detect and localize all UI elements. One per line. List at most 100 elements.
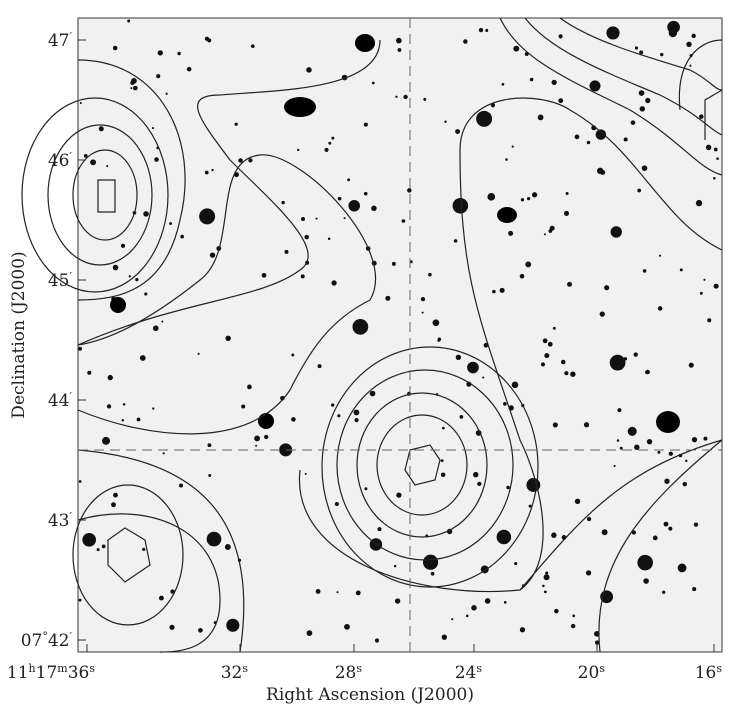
source <box>169 624 175 630</box>
source <box>503 402 507 406</box>
tick-text-part: ′ <box>70 30 73 43</box>
source <box>234 122 238 126</box>
source <box>428 272 432 277</box>
tick-text-part: 43 <box>48 511 70 531</box>
tick-text-part: 45 <box>48 271 70 291</box>
source <box>374 638 380 643</box>
source <box>317 364 322 369</box>
tick-text-part: ° <box>42 630 48 643</box>
source <box>78 480 82 483</box>
source <box>452 197 469 214</box>
source <box>542 584 545 588</box>
source <box>455 129 461 135</box>
source <box>111 502 116 508</box>
source <box>483 342 489 348</box>
source <box>403 94 408 100</box>
source <box>558 98 564 104</box>
source <box>254 435 261 442</box>
source <box>543 574 550 581</box>
source <box>169 222 173 226</box>
source <box>565 192 569 196</box>
source <box>337 414 341 418</box>
source <box>107 374 113 381</box>
source <box>682 481 688 487</box>
source <box>113 492 118 498</box>
source <box>78 598 82 602</box>
source <box>353 409 360 416</box>
tick-text-part: 07 <box>21 631 43 651</box>
source <box>652 535 658 541</box>
source <box>83 154 88 158</box>
source <box>699 291 703 295</box>
source <box>343 217 346 220</box>
tick-text-part: s <box>716 662 722 675</box>
source <box>564 210 570 216</box>
source <box>255 444 258 447</box>
source <box>544 353 550 359</box>
source <box>371 205 377 212</box>
source <box>90 159 97 166</box>
bright-source <box>497 207 517 223</box>
source <box>455 354 462 360</box>
source <box>198 627 203 633</box>
source <box>543 233 546 236</box>
source <box>619 446 623 450</box>
source <box>594 640 600 645</box>
source <box>657 306 663 311</box>
source <box>330 403 335 407</box>
source <box>197 352 200 355</box>
tick-text-part: 44 <box>48 391 70 411</box>
source <box>331 280 337 286</box>
source <box>296 148 300 152</box>
source <box>135 277 139 282</box>
tick-text-part: 32 <box>221 663 243 683</box>
source <box>279 443 293 457</box>
source <box>558 34 563 39</box>
source <box>552 326 556 330</box>
source <box>87 370 92 375</box>
source <box>505 158 508 161</box>
source <box>331 136 335 140</box>
y-tick-label: 43′ <box>48 510 73 532</box>
source <box>306 630 313 636</box>
source <box>692 587 697 592</box>
source <box>394 598 401 604</box>
source <box>79 101 82 105</box>
source <box>686 41 692 48</box>
tick-text-part: 42 <box>48 631 70 651</box>
source <box>96 548 100 552</box>
source <box>508 230 514 236</box>
source <box>369 390 376 397</box>
tick-text-part: s <box>476 662 482 675</box>
tick-text-part: 36 <box>68 663 90 683</box>
source <box>304 234 309 240</box>
source <box>645 370 649 375</box>
source <box>472 471 479 478</box>
tick-text-part: s <box>89 662 95 675</box>
source <box>703 436 708 441</box>
source <box>467 361 479 374</box>
source <box>247 384 252 390</box>
bright-source <box>284 97 316 117</box>
source <box>693 522 699 527</box>
source <box>224 544 231 550</box>
source <box>442 426 445 430</box>
source <box>127 19 131 23</box>
source <box>284 249 289 254</box>
source <box>699 114 704 119</box>
source <box>549 225 555 231</box>
source <box>264 434 269 440</box>
source <box>121 419 125 422</box>
source <box>144 292 148 296</box>
source <box>492 289 496 294</box>
source <box>334 502 339 507</box>
source <box>304 472 307 475</box>
source <box>177 51 181 56</box>
source <box>601 529 608 536</box>
source <box>423 97 427 101</box>
source <box>589 80 601 92</box>
source <box>432 319 440 327</box>
source <box>207 38 212 43</box>
source <box>430 571 435 576</box>
source <box>324 147 329 152</box>
